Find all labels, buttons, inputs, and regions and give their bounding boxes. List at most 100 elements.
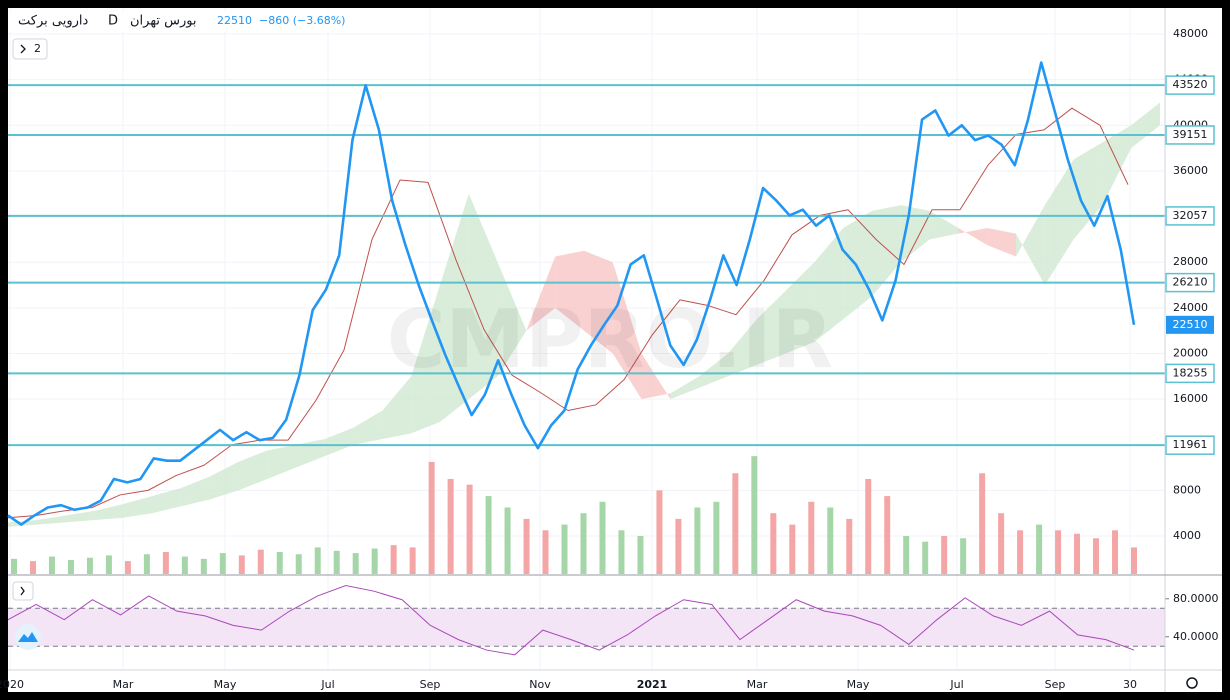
volume-bar [789,524,796,574]
cloud-segment [843,210,872,320]
cloud-segment [555,250,584,331]
collapse-count: 2 [34,42,41,55]
rsi-tick-label: 80.0000 [1173,592,1219,605]
logo [15,624,41,650]
rsi-tick-label: 40.0000 [1173,630,1219,643]
level-tag [1165,206,1215,226]
x-tick-label: Sep [420,678,441,691]
volume-bar [428,461,435,574]
volume-bar [1055,530,1062,574]
volume-bar [105,555,112,574]
level-tag [1165,125,1215,145]
volume-bar [998,513,1005,574]
level-label: 43520 [1173,78,1208,91]
volume-bar [504,507,511,574]
volume-bar [713,501,720,574]
volume-bar [314,547,321,574]
volume-bar [675,518,682,574]
volume-bar [1036,524,1043,574]
price-tag [1166,315,1214,334]
y-tick-label: 4000 [1173,529,1201,542]
cloud-segment [785,262,815,354]
cloud-segment [468,193,498,400]
volume-bar [238,555,245,574]
cloud-segment [1044,159,1074,286]
volume-bar [751,456,758,574]
cloud-segment [814,227,844,343]
volume-bar [846,518,853,574]
volume-bar [162,551,169,574]
cloud-segment [670,376,700,400]
cloud-segment [94,504,124,521]
collapse-button[interactable] [12,38,48,60]
cloud-segment [152,488,181,514]
volume-bar [257,549,264,574]
cloud-segment [267,444,296,479]
volume-bar [200,558,207,574]
front-layer: 2020 Mar May Jul Sep Nov 2021 Mar May Jul Sep 30 400… [0,27,1219,691]
volume-bar [770,513,777,574]
legend-bg [8,10,353,32]
volume-bar [865,478,872,574]
volume-bar [466,484,473,574]
x-tick-label: 2021 [637,678,668,691]
volume-bar [11,558,17,574]
cloud-segment [123,496,152,518]
y-tick-label: 36000 [1173,164,1208,177]
volume-bar [29,561,36,574]
x-tick-label: May [847,678,870,691]
cloud-segment [1131,102,1160,149]
volume-bar [599,501,606,574]
level-label: 39151 [1173,128,1208,141]
volume-bar [808,501,815,574]
volume-bar [295,554,302,574]
volume-bar [637,536,644,574]
cloud-segment [353,410,383,445]
price-line [7,61,1136,526]
cloud-segment [526,256,556,331]
volume-bar [124,561,131,574]
price-tag-label: 22510 [1173,318,1208,331]
cloud-segment [497,262,527,377]
level-label: 26210 [1173,276,1208,289]
volume-bar [827,507,834,574]
x-tick-label: May [214,678,237,691]
cloud-segment [238,450,268,491]
volume-bar [732,473,739,574]
last-price: 22510 [217,14,252,27]
level-label: 18255 [1173,366,1208,379]
cloud-segment [756,290,786,365]
volume-bar [922,541,929,574]
volume-bar [694,507,701,574]
level-label: 32057 [1173,209,1208,222]
volume-bar [960,538,967,574]
cloud-segment [382,376,412,440]
volume-bar [181,556,188,574]
volume-bar [903,536,910,574]
change: −860 (−3.68%) [259,14,345,27]
x-tick-label: 30 [1123,678,1137,691]
x-tick-label: Jul [320,678,334,691]
level-tag [1165,272,1215,293]
rsi-line [7,584,1135,656]
logo-mark [18,632,38,642]
volume-bar [67,559,74,574]
cloud-segment [36,515,66,525]
y-tick-label: 48000 [1173,27,1208,40]
settings-icon[interactable] [1186,677,1198,689]
y-tick-label: 24000 [1173,301,1208,314]
volume-bar [86,557,93,574]
cloud-segment [641,353,671,400]
x-tick-label: Sep [1045,678,1066,691]
volume-bar [485,496,492,574]
volume-bar [276,551,283,574]
cloud-segment [324,427,354,457]
y-tick-label: 8000 [1173,483,1201,496]
volume-bar [352,553,359,574]
rsi-collapse-button[interactable] [12,581,34,601]
watermark: CMPRO.IR [387,293,834,386]
cloud-segment [872,205,901,297]
volume-bar [884,496,891,574]
